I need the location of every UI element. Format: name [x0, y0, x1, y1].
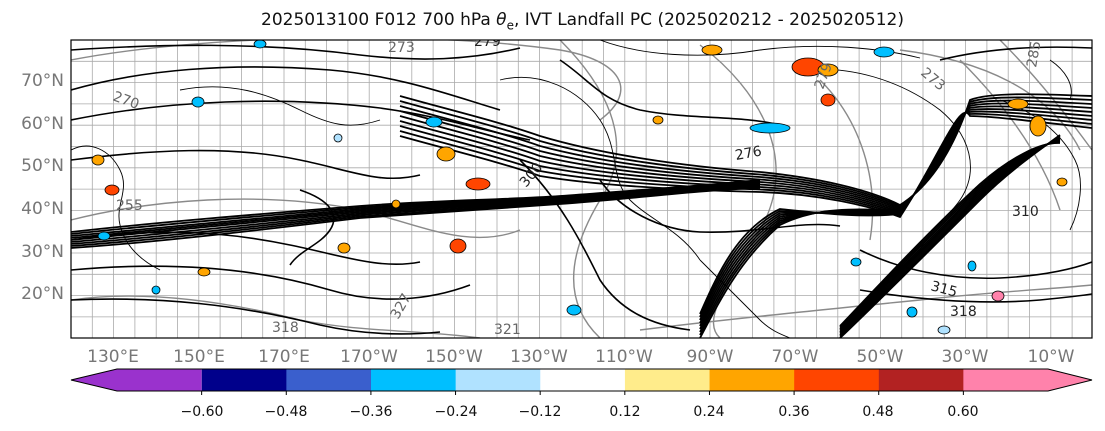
lon-label: 130°W	[510, 347, 568, 367]
theta-contours	[71, 44, 1092, 335]
colorbar-segment	[201, 369, 287, 391]
colorbar-label: −0.12	[519, 404, 562, 420]
colorbar-labels: −0.60 −0.48 −0.36 −0.24 −0.12 0.12 0.24 …	[181, 404, 979, 420]
lon-label: 130°E	[87, 347, 139, 367]
ivt-contour	[699, 208, 901, 315]
colorbar-outline	[70, 368, 1093, 392]
ivt-contour	[399, 102, 1092, 211]
lon-label: 150°E	[173, 347, 225, 367]
ivt-contour	[399, 108, 1092, 214]
contour-label: 276	[734, 144, 763, 164]
colorbar-extend-low	[71, 369, 202, 391]
contour-label: 315	[929, 278, 959, 300]
colorbar-segment	[286, 369, 372, 391]
lat-label: 30°N	[21, 242, 64, 262]
contour-label: 310	[1012, 204, 1039, 220]
contour-label: 255	[116, 198, 143, 214]
colorbar-label: 0.24	[693, 404, 724, 420]
lat-lon-grid	[71, 40, 1092, 338]
colorbar-segment	[624, 369, 710, 391]
lat-labels: 70°N 60°N 50°N 40°N 30°N 20°N	[21, 71, 64, 304]
contour-label: 285	[1024, 40, 1044, 69]
colorbar	[70, 368, 1093, 395]
contour-label: 279	[474, 34, 501, 50]
ivt-contour	[399, 96, 1092, 208]
contour-label: 318	[950, 304, 977, 320]
ivt-contour	[399, 105, 1092, 213]
colorbar-segment	[709, 369, 795, 391]
contour-label: 273	[388, 40, 415, 56]
contour-label: 318	[272, 320, 299, 336]
lon-label: 90°W	[687, 347, 734, 367]
lon-label: 30°W	[942, 347, 989, 367]
lat-label: 50°N	[21, 156, 64, 176]
colorbar-label: −0.48	[265, 404, 308, 420]
colorbar-segment	[371, 369, 457, 391]
colorbar-label: 0.60	[947, 404, 978, 420]
ivt-contour	[399, 93, 1092, 207]
colorbar-label: −0.36	[350, 404, 393, 420]
colorbar-segment	[540, 369, 626, 391]
lat-label: 20°N	[21, 284, 64, 304]
colorbar-label: −0.60	[181, 404, 224, 420]
colorbar-extend-high	[963, 369, 1092, 391]
lat-label: 40°N	[21, 199, 64, 219]
contour-label: 321	[494, 322, 521, 338]
ivt-contour	[71, 187, 761, 249]
map-panel: 273 279 270 255 300 279 276 327 321 318 …	[71, 34, 1092, 338]
ivt-contour	[399, 99, 1092, 210]
colorbar-label: 0.48	[862, 404, 893, 420]
ivt-contours	[71, 93, 1092, 338]
lon-label: 170°E	[258, 347, 310, 367]
map-frame	[70, 39, 1093, 339]
lat-label: 60°N	[21, 114, 64, 134]
ivt-contour	[399, 110, 1092, 216]
pc-shading	[91, 40, 1068, 335]
lon-label: 110°W	[595, 347, 653, 367]
lon-labels: 130°E 150°E 170°E 170°W 150°W 130°W 110°…	[87, 347, 1075, 367]
lon-label: 150°W	[425, 347, 483, 367]
lon-label: 170°W	[340, 347, 398, 367]
lon-label: 50°W	[857, 347, 904, 367]
ivt-contour	[399, 111, 1092, 219]
colorbar-segment	[794, 369, 880, 391]
colorbar-label: 0.36	[778, 404, 809, 420]
colorbar-segment	[878, 369, 964, 391]
colorbar-label: −0.24	[435, 404, 478, 420]
lon-label: 70°W	[772, 347, 819, 367]
colorbar-label: 0.12	[609, 404, 640, 420]
colorbar-segment	[455, 369, 541, 391]
lat-label: 70°N	[21, 71, 64, 91]
figure-title: 2025013100 F012 700 hPa θe, IVT Landfall…	[261, 10, 904, 33]
lon-label: 10°W	[1028, 347, 1075, 367]
